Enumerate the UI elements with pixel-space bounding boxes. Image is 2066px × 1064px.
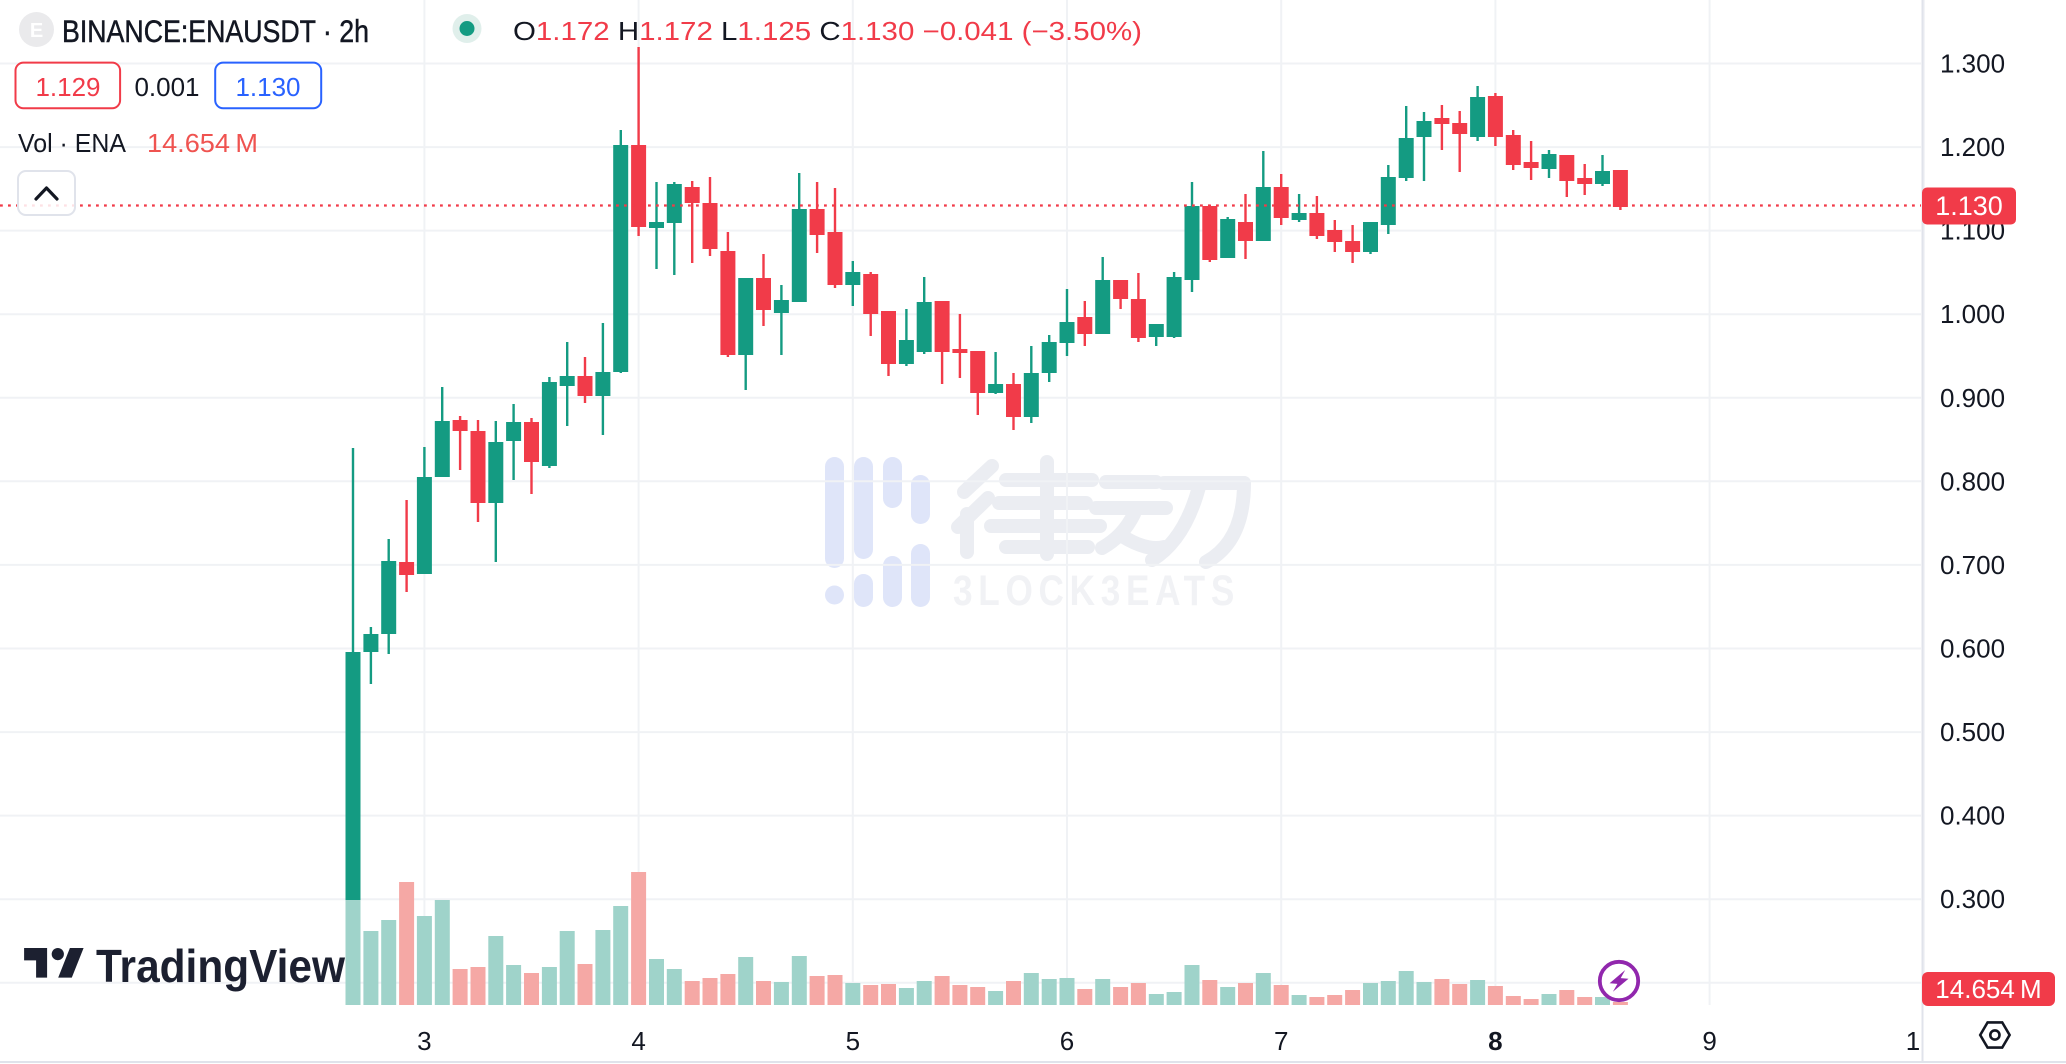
- svg-text:1.129: 1.129: [35, 72, 100, 102]
- svg-text:1.200: 1.200: [1940, 132, 2005, 162]
- svg-text:0.600: 0.600: [1940, 634, 2005, 664]
- svg-text:14.654 M: 14.654 M: [147, 128, 258, 158]
- svg-text:9: 9: [1702, 1026, 1716, 1056]
- svg-text:0.900: 0.900: [1940, 383, 2005, 413]
- svg-text:0.400: 0.400: [1940, 801, 2005, 831]
- svg-text:TradingView: TradingView: [96, 940, 345, 992]
- svg-text:0.700: 0.700: [1940, 550, 2005, 580]
- svg-text:1.000: 1.000: [1940, 299, 2005, 329]
- svg-text:BINANCE:ENAUSDT · 2h: BINANCE:ENAUSDT · 2h: [62, 13, 369, 49]
- svg-text:1: 1: [1906, 1026, 1920, 1056]
- svg-text:O1.172 H1.172 L1.125 C1.130 −0: O 1.172 H 1.172 L 1.125 C 1.130 −0.041 (−3.5…: [513, 16, 1142, 46]
- svg-text:E: E: [30, 20, 43, 42]
- svg-text:6: 6: [1060, 1026, 1074, 1056]
- svg-text:1.130: 1.130: [235, 72, 300, 102]
- svg-text:0.500: 0.500: [1940, 717, 2005, 747]
- svg-text:0.800: 0.800: [1940, 466, 2005, 496]
- svg-text:14.654 M: 14.654 M: [1935, 974, 2041, 1004]
- svg-text:3LOCK3EATS: 3LOCK3EATS: [953, 567, 1240, 615]
- svg-text:5: 5: [846, 1026, 860, 1056]
- svg-text:4: 4: [631, 1026, 645, 1056]
- svg-text:1.130: 1.130: [1935, 191, 2003, 221]
- svg-text:0.001: 0.001: [134, 72, 199, 102]
- svg-text:8: 8: [1488, 1026, 1502, 1056]
- svg-text:0.300: 0.300: [1940, 884, 2005, 914]
- svg-text:1.300: 1.300: [1940, 49, 2005, 79]
- svg-text:3: 3: [417, 1026, 431, 1056]
- svg-text:7: 7: [1274, 1026, 1288, 1056]
- svg-text:Vol · ENA: Vol · ENA: [18, 128, 127, 158]
